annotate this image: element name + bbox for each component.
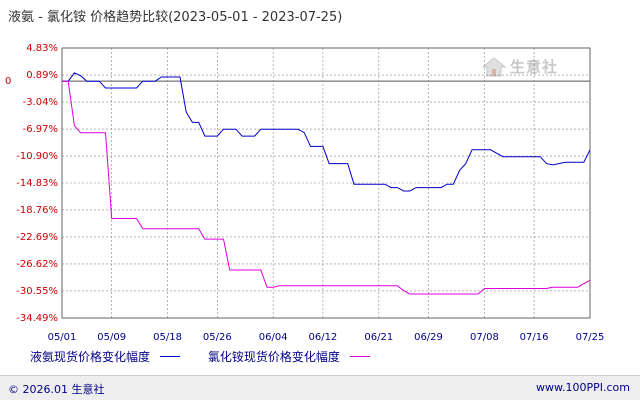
x-tick-label: 05/01 bbox=[48, 332, 77, 343]
legend-swatch-series1 bbox=[160, 356, 181, 357]
x-tick-label: 05/26 bbox=[203, 332, 232, 343]
x-tick-label: 06/21 bbox=[364, 332, 393, 343]
x-tick-label: 07/25 bbox=[576, 332, 605, 343]
series-line-2 bbox=[62, 80, 591, 295]
y-tick-label: -26.62% bbox=[16, 259, 58, 270]
x-tick-label: 05/18 bbox=[153, 332, 182, 343]
y-tick-label: -10.90% bbox=[16, 151, 58, 162]
x-axis: 05/01 05/09 05/18 05/26 06/04 06/12 06/21 06/29… bbox=[48, 332, 605, 343]
legend: 液氨现货价格变化幅度 氯化铵现货价格变化幅度 bbox=[30, 348, 394, 365]
plot-frame bbox=[61, 47, 591, 319]
y-tick-label: -34.49% bbox=[16, 313, 58, 324]
y-tick-label: -18.76% bbox=[16, 205, 58, 216]
watermark-text: 生意社 bbox=[510, 58, 559, 76]
x-tick-label: 07/08 bbox=[470, 332, 499, 343]
y-tick-label: 0.89% bbox=[26, 70, 58, 81]
y-tick-label: -3.04% bbox=[23, 97, 58, 108]
x-tick-label: 06/29 bbox=[414, 332, 443, 343]
house-logo-icon bbox=[482, 56, 506, 76]
y-tick-label: -30.55% bbox=[16, 286, 58, 297]
copyright-text: © 2026.01 生意社 bbox=[8, 383, 105, 396]
legend-item-series1: 液氨现货价格变化幅度 bbox=[30, 348, 181, 365]
chart-title: 液氨 - 氯化铵 价格趋势比较(2023-05-01 - 2023-07-25) bbox=[8, 10, 343, 25]
y-tick-label: -6.97% bbox=[23, 124, 58, 135]
site-url-link[interactable]: www.100PPI.com bbox=[536, 381, 630, 394]
grid bbox=[61, 47, 591, 319]
line-chart: 4.83% 0.89% -3.04% -6.97% -10.90% -14.83% -18.… bbox=[5, 43, 605, 343]
footer: © 2026.01 生意社 www.100PPI.com bbox=[0, 375, 640, 400]
legend-swatch-series2 bbox=[349, 356, 370, 357]
x-tick-label: 07/16 bbox=[520, 332, 549, 343]
legend-label-series2: 氯化铵现货价格变化幅度 bbox=[207, 350, 340, 364]
x-tick-label: 06/12 bbox=[308, 332, 337, 343]
zero-tick-label: 0 bbox=[5, 76, 11, 87]
y-axis: 4.83% 0.89% -3.04% -6.97% -10.90% -14.83% -18.… bbox=[5, 43, 58, 324]
watermark: 生意社 bbox=[482, 56, 558, 77]
series bbox=[62, 72, 591, 295]
legend-item-series2: 氯化铵现货价格变化幅度 bbox=[208, 348, 370, 365]
series-line-1 bbox=[62, 72, 591, 192]
x-tick-label: 06/04 bbox=[259, 332, 288, 343]
y-tick-label: 4.83% bbox=[26, 43, 58, 54]
y-tick-label: -14.83% bbox=[16, 178, 58, 189]
y-tick-label: -22.69% bbox=[16, 232, 58, 243]
legend-label-series1: 液氨现货价格变化幅度 bbox=[30, 350, 151, 364]
x-tick-label: 05/09 bbox=[97, 332, 126, 343]
